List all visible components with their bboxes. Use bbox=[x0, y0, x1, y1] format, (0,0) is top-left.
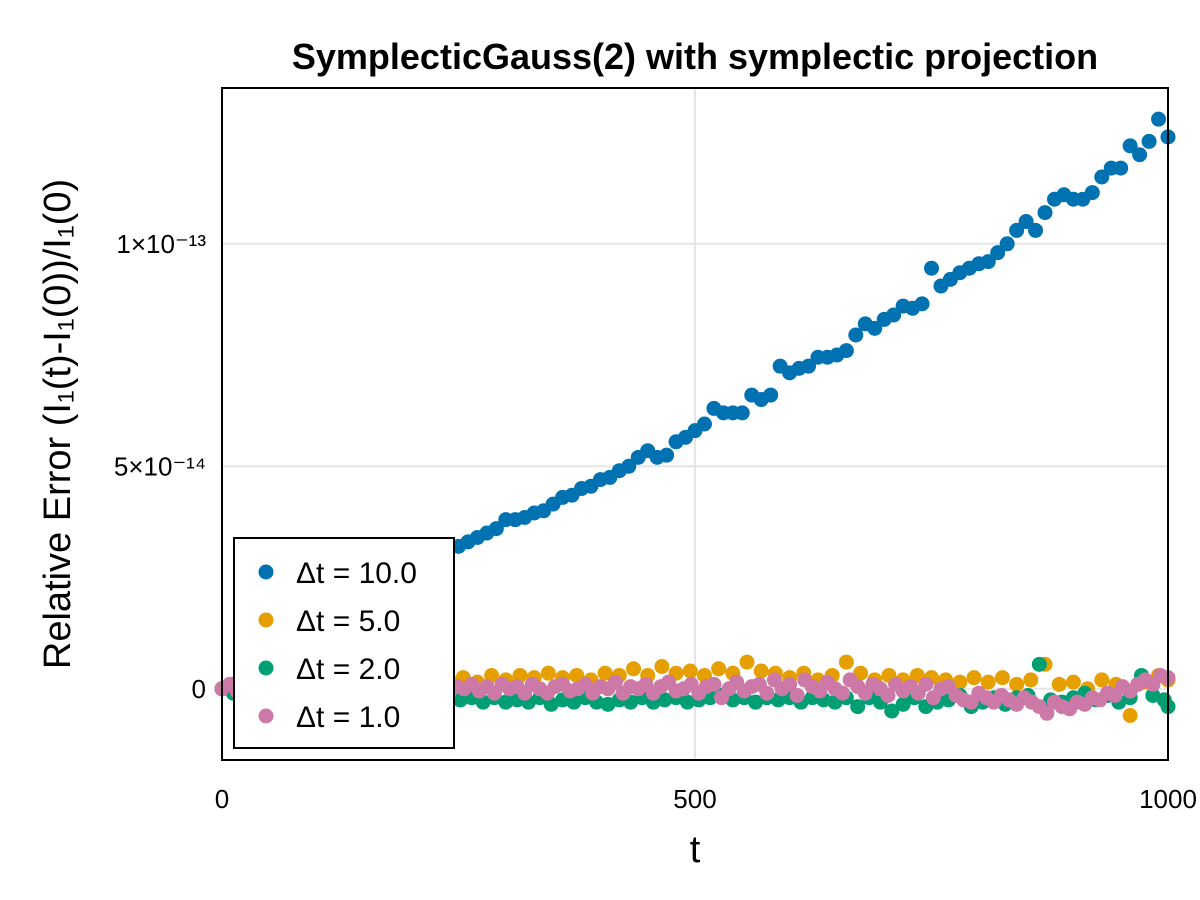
data-point bbox=[801, 358, 817, 374]
data-point bbox=[1028, 222, 1044, 238]
legend-marker bbox=[258, 612, 274, 628]
data-point bbox=[696, 667, 712, 683]
data-point bbox=[838, 343, 854, 359]
data-point bbox=[880, 687, 896, 703]
data-point bbox=[753, 663, 769, 679]
data-point bbox=[980, 254, 996, 270]
data-point bbox=[654, 659, 670, 675]
data-point bbox=[696, 416, 712, 432]
x-tick-label: 1000 bbox=[1139, 784, 1197, 814]
data-point bbox=[1065, 674, 1081, 690]
data-point bbox=[1018, 214, 1034, 230]
legend-marker bbox=[258, 660, 274, 676]
data-point bbox=[914, 296, 930, 312]
data-point bbox=[1145, 687, 1161, 703]
data-point bbox=[1141, 133, 1157, 149]
data-point bbox=[886, 307, 902, 323]
legend-label: Δt = 2.0 bbox=[296, 653, 400, 686]
legend-label: Δt = 5.0 bbox=[296, 605, 400, 638]
data-point bbox=[748, 694, 764, 710]
data-point bbox=[608, 674, 624, 690]
data-point bbox=[1122, 138, 1138, 154]
data-point bbox=[1094, 672, 1110, 688]
x-tick-label: 0 bbox=[215, 784, 229, 814]
data-point bbox=[838, 654, 854, 670]
data-point bbox=[498, 694, 514, 710]
y-axis-ticks: 0 5×10⁻¹⁴ 1×10⁻¹³ bbox=[114, 229, 206, 704]
data-point bbox=[1084, 185, 1100, 201]
data-point bbox=[1023, 672, 1039, 688]
data-point bbox=[734, 405, 750, 421]
data-point bbox=[994, 670, 1010, 686]
data-point bbox=[848, 327, 864, 343]
data-point bbox=[952, 674, 968, 690]
y-tick-label: 0 bbox=[192, 674, 206, 704]
legend: Δt = 10.0 Δt = 5.0 Δt = 2.0 Δt = 1.0 bbox=[233, 537, 455, 749]
data-point bbox=[990, 245, 1006, 261]
data-point bbox=[1051, 676, 1067, 692]
data-point bbox=[895, 696, 911, 712]
data-point bbox=[867, 320, 883, 336]
data-point bbox=[918, 676, 934, 692]
data-point bbox=[621, 458, 637, 474]
data-point bbox=[739, 654, 755, 670]
y-tick-label: 1×10⁻¹³ bbox=[116, 229, 206, 259]
data-point bbox=[1039, 705, 1055, 721]
x-tick-label: 500 bbox=[673, 784, 716, 814]
data-point bbox=[657, 692, 673, 708]
data-point bbox=[1094, 169, 1110, 185]
y-axis-label: Relative Error (I₁(t)-I₁(0))/I₁(0) bbox=[37, 179, 79, 669]
data-point bbox=[682, 663, 698, 679]
x-axis-ticks: 0 500 1000 bbox=[215, 784, 1197, 814]
legend-marker bbox=[258, 564, 274, 580]
data-point bbox=[924, 260, 939, 276]
data-point bbox=[1132, 147, 1148, 163]
data-point bbox=[999, 236, 1015, 252]
data-point bbox=[597, 665, 613, 681]
data-point bbox=[626, 661, 642, 677]
data-point bbox=[835, 685, 851, 701]
data-point bbox=[600, 696, 616, 712]
data-point bbox=[759, 685, 775, 701]
plot-frame bbox=[221, 87, 1169, 761]
data-point bbox=[711, 661, 727, 677]
data-point bbox=[1009, 676, 1025, 692]
data-point bbox=[966, 670, 982, 686]
legend-label: Δt = 10.0 bbox=[296, 557, 417, 590]
data-point bbox=[850, 699, 866, 715]
data-point bbox=[782, 676, 798, 692]
data-point bbox=[1009, 222, 1025, 238]
data-point bbox=[1122, 707, 1138, 723]
data-point bbox=[659, 447, 675, 463]
chart-title: SymplecticGauss(2) with symplectic proje… bbox=[292, 36, 1098, 77]
data-point bbox=[540, 665, 556, 681]
data-point bbox=[488, 521, 504, 537]
x-axis-label: t bbox=[690, 829, 701, 871]
data-point bbox=[789, 687, 805, 703]
legend-label: Δt = 1.0 bbox=[296, 701, 400, 734]
data-point bbox=[679, 694, 695, 710]
data-point bbox=[1031, 656, 1047, 672]
legend-marker bbox=[258, 708, 274, 724]
data-point bbox=[1037, 205, 1053, 221]
data-point bbox=[763, 387, 779, 403]
data-point bbox=[884, 703, 900, 719]
data-point bbox=[980, 674, 996, 690]
data-point bbox=[1151, 111, 1167, 127]
data-point bbox=[1113, 160, 1129, 176]
data-point bbox=[706, 676, 722, 692]
y-tick-label: 5×10⁻¹⁴ bbox=[114, 451, 206, 481]
